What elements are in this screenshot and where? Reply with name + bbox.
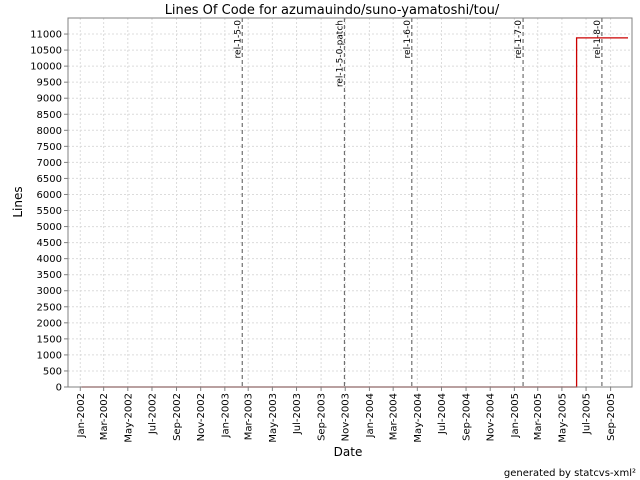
y-tick-label: 1000 — [37, 350, 62, 361]
x-axis-label: Date — [334, 445, 363, 459]
x-tick-label: Nov-2002 — [196, 393, 207, 441]
y-tick-label: 4000 — [37, 254, 62, 265]
y-tick-label: 1500 — [37, 334, 62, 345]
release-markers: rel-1-5-0 rel-1-5-0-patch rel-1-6-0 rel-1-7… — [233, 18, 603, 387]
y-tick-label: 10000 — [30, 62, 62, 73]
x-tick-label: May-2004 — [413, 393, 424, 443]
x-tick-label: Jul-2004 — [437, 393, 448, 435]
y-tick-label: 5500 — [37, 206, 62, 217]
y-tick-label: 5000 — [37, 222, 62, 233]
y-tick-label: 10500 — [30, 46, 62, 57]
x-tick-label: Sep-2003 — [317, 393, 328, 441]
x-tick-label: May-2002 — [123, 393, 134, 443]
x-tick-label: Mar-2005 — [533, 393, 544, 440]
x-tick-label: Sep-2004 — [462, 393, 473, 441]
chart-title: Lines Of Code for azumauindo/suno-yamato… — [165, 3, 500, 18]
x-tick-label: Jul-2003 — [292, 393, 303, 435]
y-tick-label: 3000 — [37, 286, 62, 297]
release-marker-label: rel-1-5-0 — [233, 20, 243, 59]
x-tick-label: Jan-2005 — [510, 393, 521, 438]
plot-area — [68, 18, 632, 387]
x-tick-label: Mar-2003 — [244, 393, 255, 440]
y-tick-label: 8000 — [37, 126, 62, 137]
x-tick-label: Nov-2003 — [341, 393, 352, 441]
x-tick-label: May-2003 — [268, 393, 279, 443]
x-tick-label: Jan-2004 — [365, 393, 376, 438]
y-tick-label: 8500 — [37, 110, 62, 121]
plot-border — [67, 17, 633, 388]
footer-credit: generated by statcvs-xml² — [504, 468, 636, 479]
y-tick-label: 7000 — [37, 158, 62, 169]
x-tick-label: Mar-2004 — [389, 393, 400, 440]
release-marker-label: rel-1-8-0 — [593, 20, 603, 59]
x-axis-ticks: Jan-2002 Mar-2002 May-2002 Jul-2002 Sep-2002… — [76, 387, 617, 443]
y-tick-label: 9000 — [37, 94, 62, 105]
x-tick-label: Sep-2005 — [606, 393, 617, 441]
y-tick-label: 4500 — [37, 238, 62, 249]
y-axis-ticks: 0 500 1000 1500 2000 2500 3000 3500 4000 4500 5000… — [30, 30, 68, 394]
y-tick-label: 7500 — [37, 142, 62, 153]
release-marker-label: rel-1-6-0 — [403, 20, 413, 59]
y-tick-label: 6500 — [37, 174, 62, 185]
y-tick-label: 9500 — [37, 78, 62, 89]
x-tick-label: Mar-2002 — [99, 393, 110, 440]
x-tick-label: Jul-2002 — [147, 393, 158, 435]
release-marker-label: rel-1-5-0-patch — [335, 20, 345, 87]
y-tick-label: 2000 — [37, 318, 62, 329]
release-marker-label: rel-1-7-0 — [514, 20, 524, 59]
y-axis-label: Lines — [11, 186, 25, 217]
x-tick-label: Jan-2003 — [220, 393, 231, 438]
x-tick-label: Nov-2004 — [486, 393, 497, 441]
grid — [68, 18, 632, 388]
y-tick-label: 11000 — [30, 30, 62, 41]
y-tick-label: 3500 — [37, 270, 62, 281]
y-tick-label: 2500 — [37, 302, 62, 313]
x-tick-label: Sep-2002 — [172, 393, 183, 441]
y-tick-label: 6000 — [37, 190, 62, 201]
x-tick-label: May-2005 — [557, 393, 568, 443]
y-tick-label: 500 — [43, 366, 62, 377]
x-tick-label: Jan-2002 — [76, 393, 87, 438]
y-tick-label: 0 — [56, 383, 62, 394]
x-tick-label: Jul-2005 — [582, 393, 593, 435]
